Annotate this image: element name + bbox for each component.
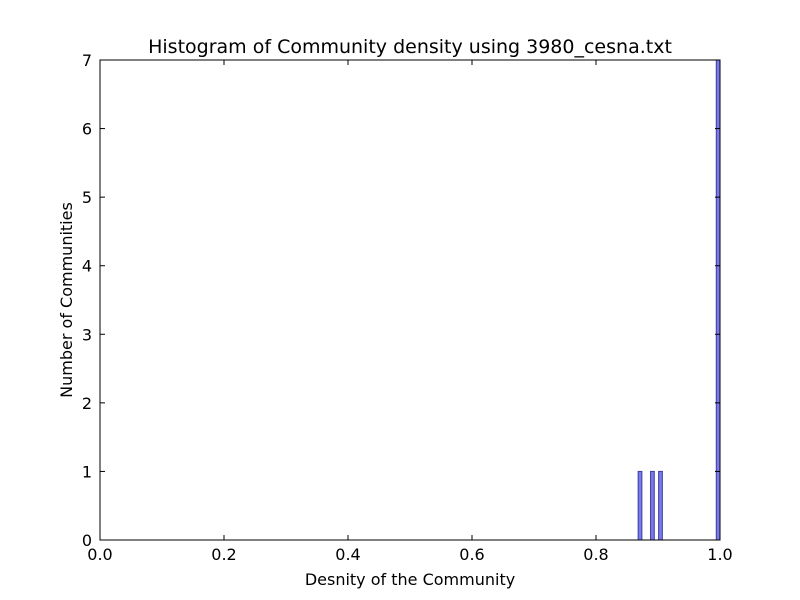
histogram-bar-0 (637, 470, 643, 541)
axis-ticks: 0.0 0.2 0.4 0.6 0.8 1.0 0 1 2 3 4 5 6 7 (82, 51, 733, 564)
x-tick-label-1: 0.2 (211, 545, 236, 564)
histogram-bar-1 (650, 470, 655, 541)
histogram-bar-2 (658, 470, 663, 541)
x-tick-label-0: 0.0 (87, 545, 112, 564)
y-tick-label-5: 5 (82, 188, 92, 207)
x-tick-label-2: 0.4 (335, 545, 360, 564)
x-tick-label-5: 1.0 (707, 545, 732, 564)
x-axis-label: Desnity of the Community (305, 570, 515, 589)
y-tick-label-3: 3 (82, 325, 92, 344)
y-tick-label-6: 6 (82, 120, 92, 139)
y-tick-label-7: 7 (82, 51, 92, 70)
histogram-bars (637, 59, 721, 541)
y-tick-label-0: 0 (82, 531, 92, 550)
chart-title: Histogram of Community density using 398… (148, 36, 672, 58)
y-tick-label-1: 1 (82, 462, 92, 481)
y-tick-label-4: 4 (82, 257, 92, 276)
plot-frame (99, 59, 721, 541)
y-tick-label-2: 2 (82, 394, 92, 413)
histogram-bar-3 (715, 59, 721, 541)
y-axis-label: Number of Communities (57, 202, 76, 398)
x-tick-label-3: 0.6 (459, 545, 484, 564)
x-tick-label-4: 0.8 (583, 545, 608, 564)
